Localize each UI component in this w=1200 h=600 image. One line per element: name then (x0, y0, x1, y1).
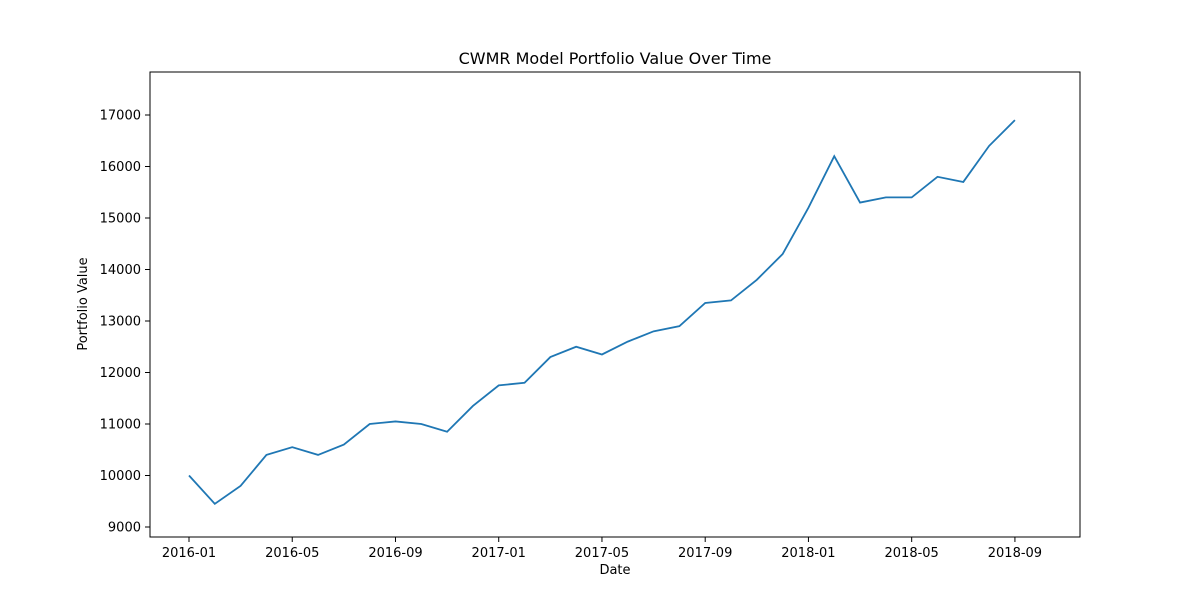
y-tick-label: 14000 (100, 263, 141, 278)
x-tick-label: 2017-09 (678, 546, 732, 561)
y-axis-label: Portfolio Value (76, 257, 91, 350)
chart-title: CWMR Model Portfolio Value Over Time (459, 49, 772, 68)
y-tick-label: 12000 (100, 366, 141, 381)
y-tick-label: 16000 (100, 160, 141, 175)
y-tick-label: 9000 (108, 521, 141, 536)
x-tick-label: 2018-05 (885, 546, 939, 561)
x-axis-label: Date (599, 563, 630, 578)
data-line (188, 119, 1016, 506)
x-tick-label: 2016-01 (162, 546, 216, 561)
y-tick-label: 10000 (100, 469, 141, 484)
x-tick-label: 2017-01 (472, 546, 526, 561)
x-tick-label: 2017-05 (575, 546, 629, 561)
x-tick-label: 2018-09 (988, 546, 1042, 561)
y-tick-label: 11000 (100, 418, 141, 433)
x-tick-label: 2016-05 (265, 546, 319, 561)
y-tick-label: 13000 (100, 315, 141, 330)
y-tick-label: 15000 (100, 212, 141, 227)
y-tick-label: 17000 (100, 109, 141, 124)
x-tick-label: 2018-01 (781, 546, 835, 561)
plot-frame (149, 71, 1081, 538)
x-tick-label: 2016-09 (368, 546, 422, 561)
